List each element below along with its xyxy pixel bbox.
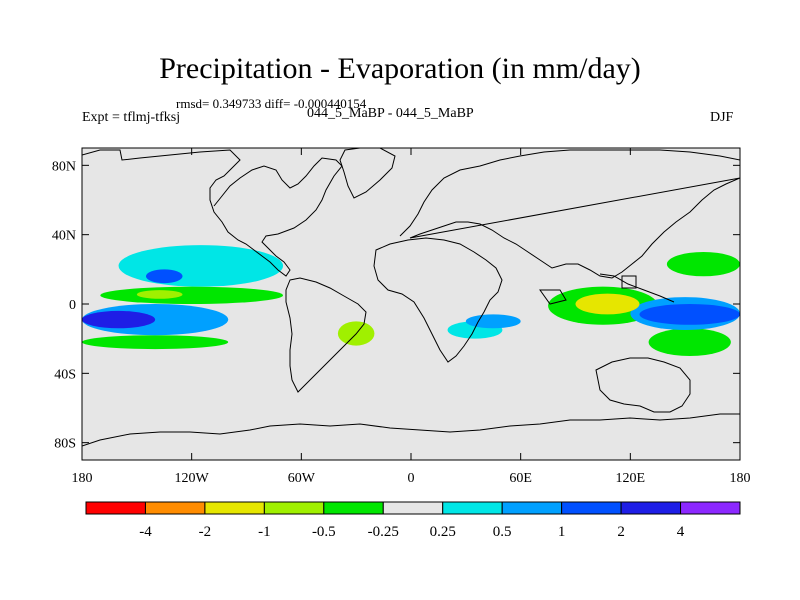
coastline-australia (595, 357, 691, 413)
chart-title: Precipitation - Evaporation (in mm/day) (159, 52, 641, 85)
y-tick-label: 40N (52, 229, 76, 244)
coastline-africa (373, 237, 503, 363)
coastline-maritime-islands (539, 273, 675, 305)
coastline-layer (82, 148, 740, 447)
field-patch (145, 269, 183, 284)
rmsd-diff-stats: rmsd= 0.349733 diff= -0.000440154 (176, 96, 367, 111)
coastline-north-america (82, 149, 343, 277)
colorbar-label: -2 (199, 524, 212, 540)
colorbar-swatch (442, 501, 503, 515)
coastline-south-america (285, 277, 367, 393)
y-tick-label: 80N (52, 159, 76, 174)
coastline-antarctica (82, 413, 740, 447)
colorbar-swatch (620, 501, 682, 515)
field-patch (639, 304, 740, 325)
colorbar-swatch (680, 501, 741, 515)
colorbar-swatch (501, 501, 563, 515)
field-patch (648, 328, 731, 356)
colorbar-swatch (144, 501, 206, 515)
field-layer (82, 245, 740, 356)
experiment-label: Expt = tflmj-tfksj (82, 110, 181, 125)
colorbar-swatch (204, 501, 265, 515)
field-patch (136, 290, 183, 299)
colorbar-label: 0.25 (430, 524, 456, 540)
colorbar-label: 1 (558, 524, 566, 540)
y-tick-label: 0 (69, 298, 76, 313)
colorbar-swatch (263, 501, 325, 515)
colorbar-label: -0.5 (312, 524, 336, 540)
colorbar-label: -1 (258, 524, 271, 540)
colorbar-swatch (382, 501, 444, 515)
colorbar-label: -0.25 (368, 524, 399, 540)
field-patch (118, 245, 284, 287)
colorbar: -4 -2 -1 -0.5 -0.25 0.25 0.5 1 2 4 (85, 501, 741, 540)
x-tick-label: 60W (288, 471, 316, 486)
colorbar-label: 2 (617, 524, 625, 540)
x-tick-label: 180 (72, 471, 93, 486)
field-patch (82, 335, 229, 350)
y-tick-label: 40S (54, 367, 76, 382)
x-tick-label: 120W (175, 471, 210, 486)
x-tick-label: 60E (509, 471, 532, 486)
field-patch (82, 310, 156, 329)
field-patch (666, 252, 740, 277)
field-patch (100, 286, 284, 305)
axis-ticks: 180 120W 60W 0 60E 120E 180 80N 40N 0 40S 80S (52, 148, 751, 486)
comparison-label: 044_5_MaBP - 044_5_MaBP (307, 106, 474, 121)
colorbar-swatch (323, 501, 384, 515)
colorbar-label: 4 (677, 524, 685, 540)
field-patch (465, 314, 521, 329)
colorbar-swatch (561, 501, 622, 515)
colorbar-label: 0.5 (493, 524, 512, 540)
colorbar-swatch (85, 501, 146, 515)
y-tick-label: 80S (54, 437, 76, 452)
coastline-eurasia (399, 149, 740, 279)
x-tick-label: 0 (408, 471, 415, 486)
coastline-greenland (339, 148, 396, 199)
x-tick-label: 180 (730, 471, 751, 486)
colorbar-label: -4 (139, 524, 152, 540)
x-tick-label: 120E (616, 471, 646, 486)
season-label: DJF (710, 110, 734, 125)
field-patch (575, 293, 640, 315)
